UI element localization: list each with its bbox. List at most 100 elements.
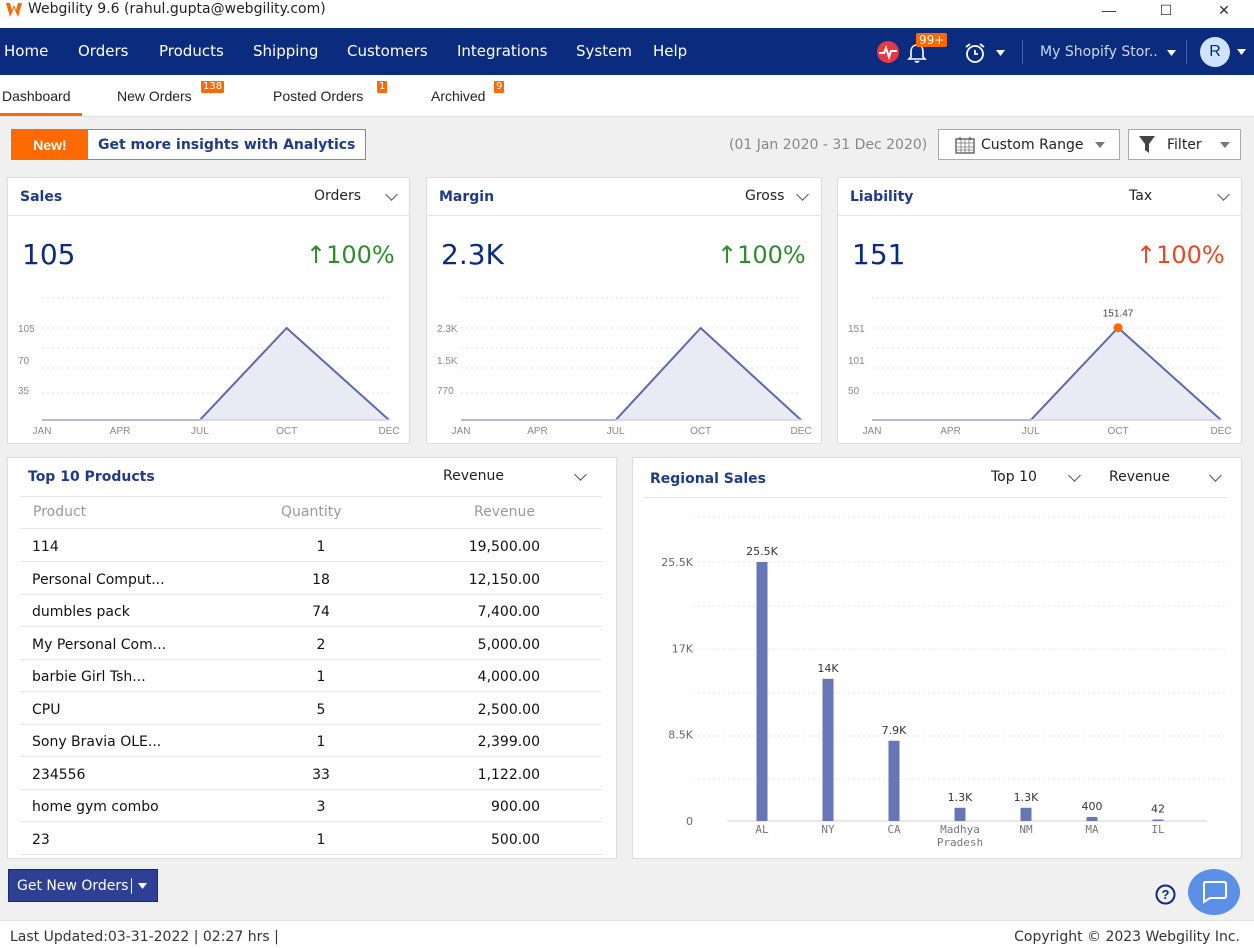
margin-card-header: Margin Gross: [427, 178, 821, 216]
analytics-banner[interactable]: New! Get more insights with Analytics: [11, 129, 367, 160]
health-pulse-icon[interactable]: [876, 40, 900, 64]
tab-dashboard[interactable]: Dashboard: [2, 88, 71, 104]
revenue-cell: 4,000.00: [477, 669, 540, 685]
y-tick-label: 50: [848, 386, 860, 397]
bar-data-label: 1.3K: [1014, 791, 1039, 804]
top-products-metric-selector[interactable]: Revenue: [443, 468, 504, 484]
table-row[interactable]: 234556 33 1,122.00: [20, 758, 602, 790]
product-name-cell: My Personal Com...: [32, 636, 167, 653]
chat-support-button[interactable]: [1188, 869, 1240, 915]
status-bar: Last Updated:03-31-2022 | 02:27 hrs | Co…: [0, 920, 1254, 948]
get-new-orders-button[interactable]: Get New Orders: [8, 869, 158, 902]
nav-divider: [1022, 40, 1023, 64]
y-tick-label: 101: [848, 356, 865, 367]
nav-divider-2: [1186, 40, 1187, 64]
regional-sales-header: Regional Sales Top 10 Revenue: [643, 458, 1227, 498]
filter-button[interactable]: Filter: [1128, 129, 1241, 160]
table-row[interactable]: Sony Bravia OLE... 1 2,399.00: [20, 725, 602, 757]
product-name-cell: Sony Bravia OLE...: [32, 734, 162, 750]
get-orders-caret-icon[interactable]: [138, 882, 148, 889]
filter-caret-icon: [1219, 141, 1230, 148]
new-orders-badge: 138: [201, 81, 225, 93]
help-question-icon[interactable]: ?: [1155, 884, 1176, 905]
liability-card-title: Liability: [850, 189, 914, 205]
area-fill: [872, 327, 1221, 420]
maximize-button[interactable]: ☐: [1159, 1, 1173, 18]
margin-card: Margin Gross 2.3K ↑100% 2.3K 1.5K 770 JAN AP…: [426, 177, 822, 444]
x-tick-label: JUL: [191, 426, 209, 437]
store-dropdown-caret-icon[interactable]: [1167, 50, 1176, 56]
table-row[interactable]: My Personal Com... 2 5,000.00: [20, 628, 602, 660]
custom-range-button[interactable]: Custom Range: [938, 129, 1120, 160]
y-tick-label: 151: [848, 324, 865, 335]
liability-card: Liability Tax 151 ↑100% 151 101 50 JAN APR JU…: [837, 177, 1242, 444]
table-row[interactable]: barbie Girl Tsh... 1 4,000.00: [20, 660, 602, 692]
sales-metric-selector[interactable]: Orders: [314, 188, 362, 204]
table-row[interactable]: CPU 5 2,500.00: [20, 693, 602, 725]
col-header-quantity: Quantity: [281, 504, 342, 520]
nav-shipping[interactable]: Shipping: [253, 42, 319, 60]
close-button[interactable]: ✕: [1218, 1, 1230, 18]
tab-posted-orders[interactable]: Posted Orders 1: [273, 81, 388, 104]
analytics-banner-text[interactable]: Get more insights with Analytics: [98, 136, 356, 153]
range-caret-icon: [1095, 141, 1106, 148]
product-name-cell: CPU: [32, 701, 61, 718]
x-category-label: CA: [887, 823, 901, 836]
revenue-cell: 2,399.00: [477, 734, 540, 750]
x-tick-label: OCT: [1107, 426, 1128, 437]
revenue-cell: 5,000.00: [477, 636, 540, 653]
x-tick-label: APR: [110, 426, 131, 437]
table-row[interactable]: 114 1 19,500.00: [20, 530, 602, 562]
quantity-cell: 1: [316, 539, 326, 555]
top-products-header: Top 10 Products Revenue: [20, 458, 602, 497]
chevron-down-icon[interactable]: [796, 188, 809, 201]
x-tick-label: OCT: [690, 426, 711, 437]
nav-orders[interactable]: Orders: [78, 42, 129, 60]
avatar-dropdown-caret-icon[interactable]: [1237, 49, 1246, 55]
table-row[interactable]: dumbles pack 74 7,400.00: [20, 595, 602, 627]
table-row[interactable]: 23 1 500.00: [20, 823, 602, 855]
x-tick-label: APR: [527, 426, 548, 437]
product-name-cell: 114: [32, 539, 59, 555]
chevron-down-icon[interactable]: [1068, 469, 1081, 482]
nav-integrations[interactable]: Integrations: [457, 42, 548, 60]
y-tick-label: 770: [437, 386, 454, 397]
regional-sales-card: Regional Sales Top 10 Revenue 25.5K 17K 8.…: [632, 457, 1242, 859]
x-category-label: NY: [821, 823, 835, 836]
margin-trend-chart: 2.3K 1.5K 770 JAN APR JUL OCT DEC: [437, 297, 812, 437]
nav-customers[interactable]: Customers: [347, 42, 428, 60]
regional-metric-selector[interactable]: Revenue: [1109, 469, 1170, 485]
y-tick-label: 17K: [672, 642, 694, 655]
bar-al: [756, 562, 768, 821]
store-selector[interactable]: My Shopify Stor..: [1040, 44, 1158, 60]
regional-count-selector[interactable]: Top 10: [991, 469, 1037, 485]
x-category-label: AL: [755, 823, 769, 836]
nav-home[interactable]: Home: [4, 42, 49, 60]
alarm-dropdown-caret-icon[interactable]: [996, 50, 1005, 56]
window-title: Webgility 9.6 (rahul.gupta@webgility.com…: [28, 1, 326, 17]
webgility-logo-icon: [6, 3, 22, 17]
button-split-divider: [131, 877, 133, 894]
alarm-clock-icon[interactable]: [963, 42, 987, 64]
chevron-down-icon[interactable]: [1209, 469, 1222, 482]
margin-metric-selector[interactable]: Gross: [745, 188, 785, 204]
y-tick-label: 0: [686, 815, 693, 828]
table-row[interactable]: Personal Comput... 18 12,150.00: [20, 563, 602, 595]
x-tick-label: JUL: [607, 426, 625, 437]
nav-help[interactable]: Help: [653, 42, 688, 60]
chevron-down-icon[interactable]: [385, 188, 398, 201]
tab-new-orders[interactable]: New Orders 138: [117, 81, 225, 104]
chevron-down-icon[interactable]: [574, 468, 587, 481]
chevron-down-icon[interactable]: [1217, 188, 1230, 201]
revenue-cell: 7,400.00: [477, 604, 540, 620]
minimize-button[interactable]: —: [1102, 2, 1116, 18]
nav-products[interactable]: Products: [159, 42, 224, 60]
liability-metric-selector[interactable]: Tax: [1129, 188, 1153, 204]
peak-point-marker: [1113, 323, 1123, 333]
top-products-title: Top 10 Products: [28, 469, 155, 485]
custom-range-label: Custom Range: [981, 136, 1084, 153]
avatar[interactable]: R: [1200, 37, 1230, 67]
tab-archived[interactable]: Archived 9: [431, 81, 505, 104]
table-row[interactable]: home gym combo 3 900.00: [20, 790, 602, 822]
nav-system[interactable]: System: [576, 42, 632, 60]
